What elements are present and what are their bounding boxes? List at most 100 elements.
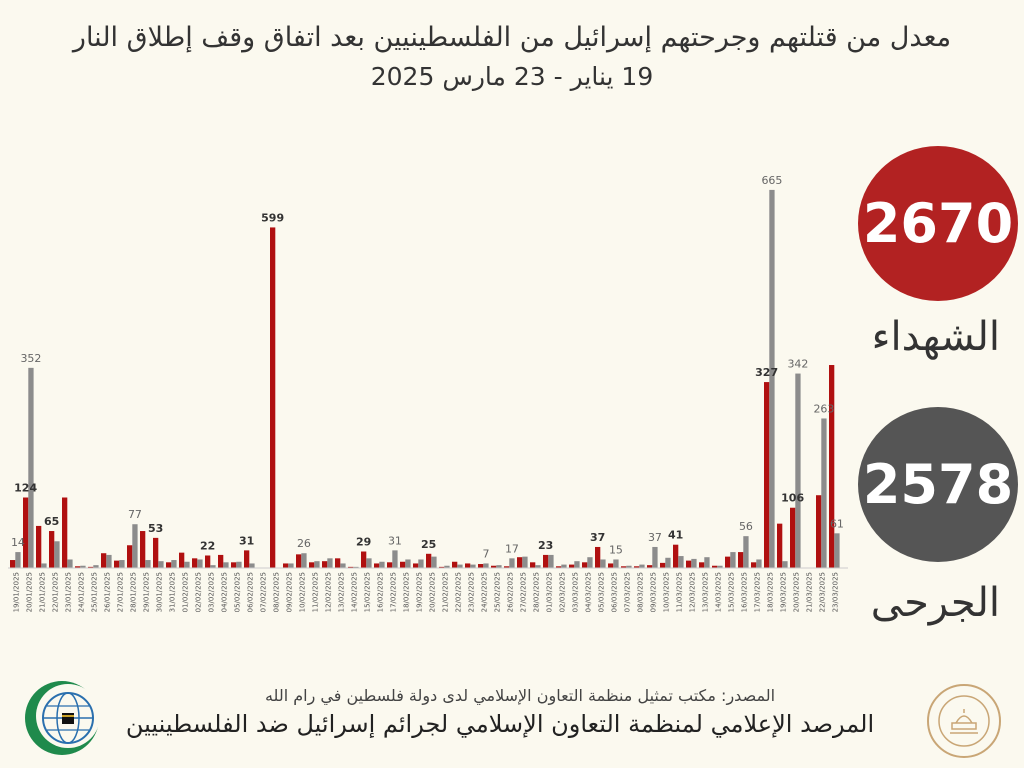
bar-killed-47: [621, 566, 627, 568]
killed-total-circle: 2670: [858, 146, 1018, 301]
bar-injured-21: [288, 563, 294, 568]
bar-killed-16: [218, 554, 224, 568]
bar-killed-62: [816, 495, 822, 568]
x-tick-label-16: 04/02/2025: [220, 572, 228, 612]
data-label-killed-51: 41: [668, 529, 683, 542]
data-label-injured-58: 665: [761, 174, 782, 187]
bar-killed-46: [608, 563, 614, 568]
bar-killed-40: [530, 562, 536, 568]
bar-injured-63: [834, 533, 840, 568]
x-tick-label-37: 25/02/2025: [493, 572, 501, 612]
bar-injured-54: [717, 565, 723, 568]
x-tick-label-0: 19/01/2025: [12, 572, 20, 612]
bar-killed-23: [309, 562, 315, 568]
x-tick-label-63: 23/03/2025: [831, 572, 839, 612]
data-label-killed-32: 25: [421, 538, 436, 551]
bar-killed-25: [335, 558, 341, 568]
x-tick-label-31: 19/02/2025: [415, 572, 423, 612]
bar-killed-30: [400, 561, 406, 568]
bar-killed-1: [23, 497, 29, 568]
bar-injured-15: [210, 565, 216, 568]
bar-killed-3: [49, 531, 55, 568]
bar-killed-2: [36, 525, 42, 568]
data-label-injured-56: 56: [739, 520, 753, 533]
bar-injured-13: [184, 561, 190, 568]
x-tick-label-42: 02/03/2025: [558, 572, 566, 612]
bar-killed-41: [543, 554, 549, 568]
bar-killed-10: [140, 531, 146, 568]
x-tick-label-26: 14/02/2025: [350, 572, 358, 612]
data-label-injured-38: 17: [505, 542, 519, 555]
bar-killed-6: [88, 566, 94, 568]
bar-injured-1: [28, 367, 34, 568]
bar-injured-5: [80, 565, 86, 568]
bar-killed-43: [569, 564, 575, 568]
bar-injured-46: [613, 559, 619, 568]
x-tick-label-18: 06/02/2025: [246, 572, 254, 612]
bar-killed-0: [10, 560, 16, 568]
bar-injured-8: [119, 560, 125, 568]
bar-killed-34: [452, 561, 458, 568]
bar-killed-4: [62, 497, 68, 568]
bar-injured-22: [301, 553, 307, 568]
bar-killed-8: [114, 560, 120, 568]
bar-killed-63: [829, 365, 835, 568]
bar-injured-43: [574, 561, 580, 568]
x-tick-label-32: 20/02/2025: [428, 572, 436, 612]
bar-injured-16: [223, 562, 229, 568]
x-tick-label-9: 28/01/2025: [129, 572, 137, 612]
bar-injured-53: [704, 557, 710, 568]
bar-killed-37: [491, 565, 497, 568]
x-tick-label-45: 05/03/2025: [597, 572, 605, 612]
data-label-injured-9: 77: [128, 508, 142, 521]
bar-killed-21: [283, 563, 289, 568]
data-label-killed-1: 124: [14, 482, 37, 495]
x-tick-label-12: 31/01/2025: [168, 572, 176, 612]
bar-injured-40: [535, 565, 541, 568]
data-label-injured-49: 37: [648, 531, 662, 544]
bar-killed-5: [75, 566, 81, 568]
x-tick-label-40: 28/02/2025: [532, 572, 540, 612]
bar-injured-44: [587, 557, 593, 568]
data-label-injured-0: 14: [11, 536, 25, 549]
bar-killed-32: [426, 553, 432, 568]
data-label-killed-15: 22: [200, 539, 215, 552]
bar-injured-27: [366, 558, 372, 568]
bar-injured-60: [795, 373, 801, 568]
bar-killed-13: [179, 552, 185, 568]
bar-killed-14: [192, 558, 198, 568]
x-tick-label-2: 21/01/2025: [38, 572, 46, 612]
x-tick-label-46: 06/03/2025: [610, 572, 618, 612]
bar-injured-55: [730, 552, 736, 568]
injured-total-value: 2578: [862, 453, 1014, 516]
x-tick-label-51: 11/03/2025: [675, 572, 683, 612]
x-tick-label-23: 11/02/2025: [311, 572, 319, 612]
bar-injured-14: [197, 559, 203, 568]
injured-total-circle: 2578: [858, 407, 1018, 562]
x-tick-label-27: 15/02/2025: [363, 572, 371, 612]
x-tick-label-61: 21/03/2025: [805, 572, 813, 612]
x-tick-label-30: 18/02/2025: [402, 572, 410, 612]
x-tick-label-59: 19/03/2025: [779, 572, 787, 612]
bar-injured-25: [340, 563, 346, 568]
bar-injured-48: [639, 564, 645, 568]
x-tick-label-60: 20/03/2025: [792, 572, 800, 612]
data-label-killed-3: 65: [44, 515, 59, 528]
bar-killed-52: [686, 560, 692, 568]
bar-injured-28: [379, 561, 385, 568]
data-label-injured-60: 342: [787, 358, 808, 371]
x-tick-label-4: 23/01/2025: [64, 572, 72, 612]
bar-injured-18: [249, 563, 255, 568]
killed-total-value: 2670: [862, 192, 1014, 255]
x-tick-label-53: 13/03/2025: [701, 572, 709, 612]
data-label-killed-60: 106: [781, 492, 804, 505]
x-tick-label-24: 12/02/2025: [324, 572, 332, 612]
bar-killed-48: [634, 566, 640, 568]
x-tick-label-8: 27/01/2025: [116, 572, 124, 612]
bar-injured-6: [93, 565, 99, 568]
bar-killed-35: [465, 563, 471, 568]
x-tick-label-49: 09/03/2025: [649, 572, 657, 612]
bar-injured-57: [756, 559, 762, 568]
bar-killed-51: [673, 544, 679, 568]
data-label-injured-22: 26: [297, 537, 311, 550]
